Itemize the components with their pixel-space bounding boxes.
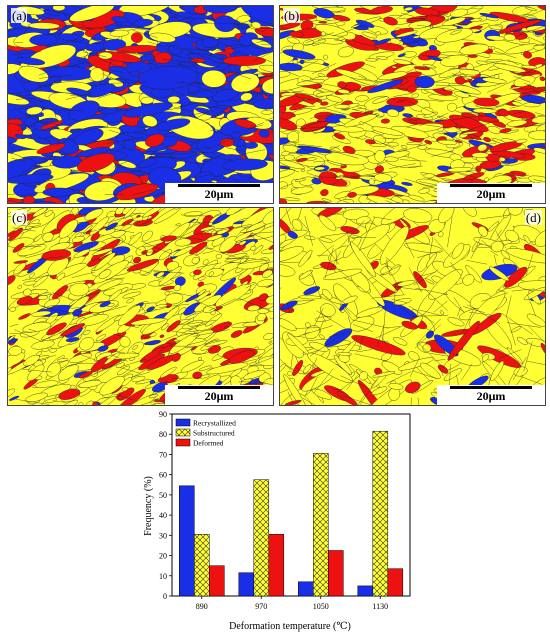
micrograph-panel-d: (d) 20μm — [279, 207, 546, 406]
x-tick-label: 1130 — [372, 602, 388, 611]
y-axis-label: Frequency (%) — [143, 476, 154, 536]
ebsd-map-b — [280, 6, 546, 204]
bar-recrystallized — [358, 586, 373, 596]
bar-deformed — [388, 569, 403, 596]
grain — [467, 55, 477, 58]
grain — [223, 56, 266, 66]
y-tick-label: 0 — [163, 592, 167, 601]
panel-label-b: (b) — [283, 8, 300, 23]
fraction-bar-chart: 0 10 20 30 40 50 60 70 80 90 890 970 1050 1130 Recrys… — [140, 408, 420, 633]
grain — [381, 119, 390, 124]
panel-label-c: (c) — [11, 210, 27, 225]
grain — [424, 173, 435, 178]
grain — [300, 59, 305, 64]
x-axis-label: Deformation temperature (℃) — [229, 621, 351, 632]
panel-label-d: (d) — [525, 210, 542, 225]
bar-deformed — [269, 534, 284, 596]
grain — [415, 76, 435, 88]
grain — [216, 254, 222, 259]
bar-substructured — [194, 534, 209, 596]
x-tick-label: 970 — [255, 602, 267, 611]
grain — [301, 169, 305, 172]
legend-label: Recrystallized — [193, 419, 236, 428]
ebsd-map-c — [8, 208, 274, 406]
grain-boundary — [458, 406, 477, 407]
bar-substructured — [373, 431, 388, 596]
grain — [293, 60, 298, 64]
y-tick-label: 50 — [159, 491, 167, 500]
bar-deformed — [328, 551, 343, 597]
y-tick-label: 30 — [159, 531, 167, 540]
ebsd-map-a — [8, 6, 274, 204]
legend-swatch — [176, 419, 190, 426]
scale-bar-label-d: 20μm — [477, 389, 506, 404]
x-tick-label: 1050 — [313, 602, 329, 611]
y-tick-label: 70 — [159, 450, 167, 459]
legend-label: Substructured — [193, 429, 235, 438]
legend-label: Deformed — [193, 439, 224, 448]
grain-layer — [8, 6, 274, 204]
grain — [334, 104, 350, 108]
bar-substructured — [254, 480, 269, 596]
scale-bar-b: 20μm — [437, 183, 545, 203]
grain — [292, 114, 296, 117]
micrograph-panel-c: (c) 20μm — [7, 207, 274, 406]
panel-label-a: (a) — [11, 8, 27, 23]
bar-substructured — [313, 453, 328, 596]
bar-recrystallized — [239, 573, 254, 596]
grain-boundary — [545, 277, 546, 288]
scale-bar-d: 20μm — [437, 385, 545, 405]
grain-boundary — [466, 203, 487, 204]
scale-bar-label-a: 20μm — [205, 187, 234, 202]
legend-swatch — [176, 429, 190, 436]
bar-chart-svg: 0 10 20 30 40 50 60 70 80 90 890 970 1050 1130 Recrys… — [140, 408, 420, 633]
x-tick-label: 890 — [196, 602, 208, 611]
scale-bar-label-c: 20μm — [205, 389, 234, 404]
scale-bar-c: 20μm — [165, 385, 273, 405]
y-tick-label: 20 — [159, 552, 167, 561]
scale-bar-a: 20μm — [165, 183, 273, 203]
y-tick-label: 90 — [159, 410, 167, 419]
grain — [318, 21, 326, 23]
y-tick-label: 40 — [159, 511, 167, 520]
bar-recrystallized — [298, 582, 313, 596]
y-tick-label: 10 — [159, 572, 167, 581]
legend-swatch — [176, 439, 190, 446]
y-tick-label: 60 — [159, 471, 167, 480]
micrograph-panel-a: (a) 20μm — [7, 5, 274, 204]
scale-bar-label-b: 20μm — [477, 187, 506, 202]
grain — [472, 153, 489, 158]
ebsd-map-d — [280, 208, 546, 406]
chart-bars — [179, 431, 402, 596]
grain-boundary — [274, 390, 275, 393]
grain — [417, 145, 426, 149]
grain — [323, 55, 328, 60]
bar-deformed — [209, 566, 224, 596]
y-tick-label: 80 — [159, 430, 167, 439]
grain — [261, 110, 272, 114]
micrograph-panel-b: (b) 20μm — [279, 5, 546, 204]
bar-recrystallized — [179, 486, 194, 596]
